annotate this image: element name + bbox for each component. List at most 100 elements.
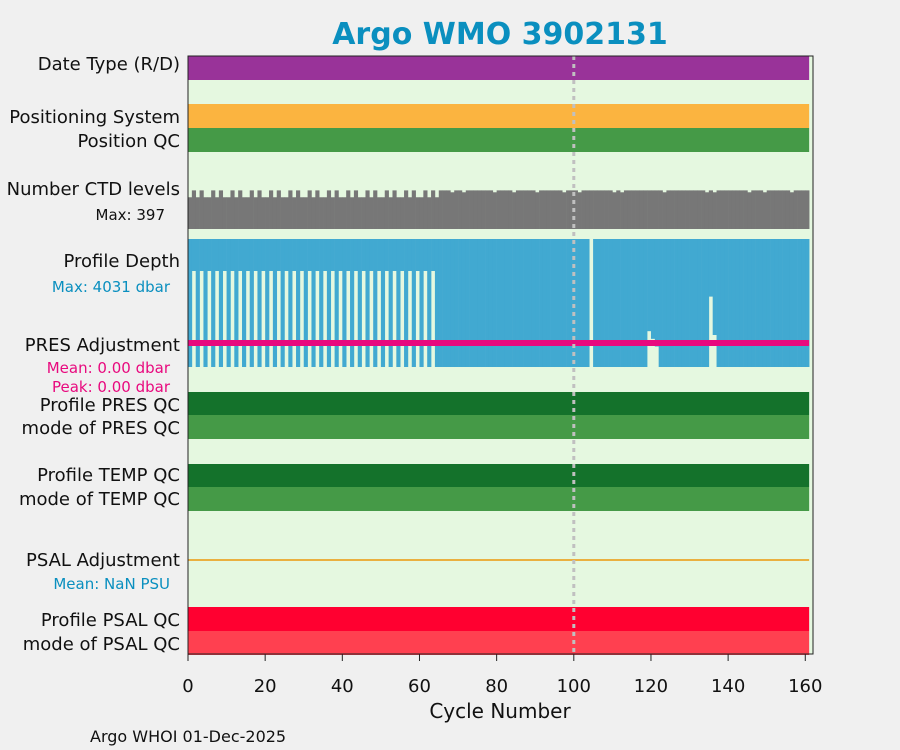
depth-bar — [427, 239, 432, 368]
depth-bar — [191, 239, 197, 272]
ctd-bar — [427, 197, 432, 229]
depth-bar — [319, 239, 324, 368]
depth-bar — [542, 239, 548, 368]
ctd-bar — [276, 190, 281, 229]
ctd-bar — [477, 190, 482, 229]
depth-bar — [357, 239, 362, 368]
depth-bar — [558, 239, 563, 368]
depth-bar — [550, 239, 555, 368]
ctd-bar — [469, 190, 474, 229]
depth-bar — [728, 239, 733, 368]
depth-bar — [585, 239, 590, 368]
ctd-bar — [535, 192, 540, 229]
ctd-bar — [608, 190, 613, 229]
depth-bar — [573, 239, 578, 368]
x-tick-label: 120 — [634, 676, 668, 697]
depth-bar — [747, 239, 752, 368]
ctd-bar — [531, 190, 536, 229]
ctd-bar — [404, 190, 409, 229]
depth-bar — [512, 239, 517, 368]
label-profile-psal-qc: Profile PSAL QC — [41, 610, 180, 631]
depth-bar — [755, 239, 760, 368]
depth-bar — [785, 239, 791, 368]
ctd-bar — [527, 190, 532, 229]
ctd-bar — [415, 197, 420, 229]
depth-bar — [627, 239, 632, 368]
ctd-bar — [766, 190, 771, 229]
ctd-bar — [620, 192, 625, 229]
depth-bar — [485, 239, 490, 368]
depth-bar — [377, 239, 382, 272]
depth-bar — [604, 239, 609, 368]
depth-bar — [674, 239, 679, 368]
x-tick-label: 100 — [557, 676, 591, 697]
ctd-bar — [573, 190, 578, 229]
ctd-bar — [778, 190, 783, 229]
ctd-bar — [596, 190, 602, 229]
chart-title: Argo WMO 3902131 — [332, 17, 668, 52]
ctd-bar — [650, 190, 656, 229]
depth-bar — [693, 239, 698, 368]
ctd-bar — [724, 190, 729, 229]
depth-bar — [720, 239, 725, 368]
depth-bar — [554, 239, 559, 368]
ctd-bar — [523, 190, 528, 229]
ctd-bar — [269, 190, 274, 229]
ctd-bar — [458, 190, 463, 229]
ctd-bar — [218, 190, 224, 229]
ctd-bar — [785, 190, 791, 229]
depth-bar — [284, 239, 289, 272]
depth-bar — [685, 239, 690, 368]
ctd-bar — [334, 190, 339, 229]
depth-bar — [658, 239, 663, 368]
note-pres-peak: Peak: 0.00 dbar — [52, 378, 171, 396]
ctd-bar — [215, 197, 220, 229]
depth-bar — [770, 239, 775, 368]
depth-bar — [562, 239, 567, 368]
depth-bar — [438, 239, 443, 368]
ctd-bar — [623, 190, 629, 229]
depth-bar — [643, 239, 648, 368]
depth-bar — [504, 239, 509, 368]
note-depth-max: Max: 4031 dbar — [52, 278, 171, 296]
ctd-bar — [631, 190, 636, 229]
ctd-bar — [396, 197, 401, 229]
depth-bar — [280, 239, 285, 368]
ctd-bar — [662, 192, 667, 229]
depth-bar — [238, 239, 243, 272]
ctd-bar — [616, 190, 621, 229]
depth-bar — [423, 239, 428, 272]
ctd-bar — [782, 190, 787, 229]
depth-bar — [346, 239, 351, 272]
depth-bar — [299, 239, 305, 272]
ctd-bar — [492, 192, 497, 229]
label-mode-pres-qc: mode of PRES QC — [22, 418, 180, 439]
ctd-bar — [581, 190, 586, 229]
depth-bar — [365, 239, 370, 368]
depth-bar — [411, 239, 416, 368]
ctd-bar — [647, 190, 652, 229]
depth-bar — [712, 239, 717, 336]
depth-bar — [539, 239, 544, 368]
depth-bar — [500, 239, 505, 368]
ctd-bar — [319, 197, 324, 229]
depth-bar — [361, 239, 366, 272]
ctd-bar — [515, 190, 521, 229]
depth-bar — [620, 239, 625, 368]
label-position-qc: Position QC — [77, 131, 180, 152]
depth-bar — [758, 239, 764, 368]
ctd-bar — [245, 197, 251, 229]
depth-bar — [654, 239, 659, 347]
depth-bar — [211, 239, 216, 368]
ctd-bar — [481, 190, 486, 229]
ctd-bar — [762, 192, 768, 229]
depth-bar — [218, 239, 224, 368]
ctd-bar — [253, 197, 258, 229]
ctd-bar — [249, 190, 254, 229]
ctd-bar — [485, 190, 490, 229]
label-profile-pres-qc: Profile PRES QC — [40, 395, 180, 416]
depth-bar — [242, 239, 247, 368]
ctd-bar — [666, 190, 671, 229]
ctd-bar — [191, 190, 197, 229]
depth-bar — [311, 239, 316, 368]
